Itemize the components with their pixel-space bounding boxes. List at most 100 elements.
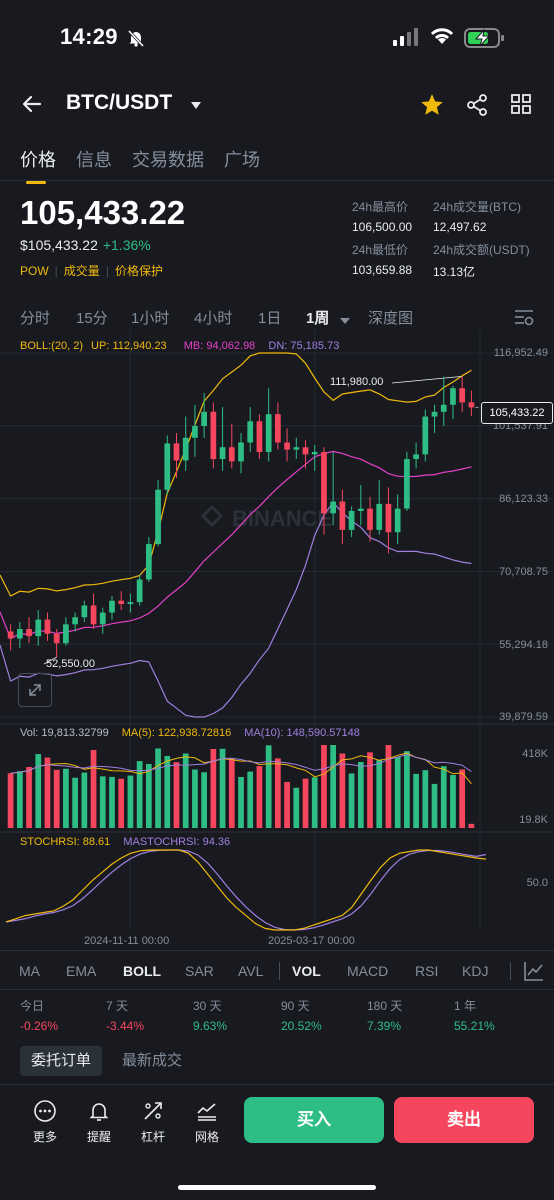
candle [431, 404, 438, 434]
ind-boll[interactable]: BOLL [123, 963, 162, 979]
volume-bar [99, 776, 106, 828]
buy-button[interactable]: 买入 [244, 1097, 384, 1143]
tf-1h[interactable]: 1小时 [131, 310, 170, 327]
candle [275, 402, 281, 450]
candle [201, 392, 207, 438]
ind-ma[interactable]: MA [19, 963, 40, 979]
stochrsi-line [5, 849, 487, 931]
candle-body [136, 579, 143, 603]
ind-kdj[interactable]: KDJ [462, 963, 489, 979]
candle [450, 385, 456, 419]
candle [63, 617, 69, 646]
volume-bar [450, 775, 456, 828]
candle [256, 414, 263, 460]
tf-1w[interactable]: 1周 [306, 310, 330, 327]
candle-body [431, 411, 438, 417]
candle-body [109, 600, 115, 613]
low-annotation: 52,550.00 [46, 658, 95, 670]
ind-avl[interactable]: AVL [238, 963, 264, 979]
candle-body [238, 442, 244, 462]
tab-price[interactable]: 价格 [20, 146, 56, 184]
candle [265, 388, 272, 462]
sell-button[interactable]: 卖出 [394, 1097, 534, 1143]
expand-chart-icon[interactable] [18, 673, 52, 707]
indicator-settings-icon[interactable] [523, 960, 545, 987]
tag-row: POW | 成交量 | 价格保护 [20, 263, 163, 279]
mastochrsi-line [5, 849, 487, 931]
tf-1d[interactable]: 1日 [258, 310, 282, 327]
ind-ema[interactable]: EMA [66, 963, 97, 979]
favorite-star-icon[interactable] [419, 92, 445, 123]
price-change: +1.36% [102, 237, 151, 253]
candle [173, 433, 180, 478]
tf-depth[interactable]: 深度图 [368, 310, 414, 327]
volume-bar [81, 772, 88, 828]
candle [118, 591, 125, 611]
tab-info[interactable]: 信息 [76, 150, 112, 170]
volume-bar [155, 748, 161, 828]
tf-15m[interactable]: 15分 [76, 310, 108, 327]
back-arrow-icon[interactable] [20, 92, 44, 121]
ind-rsi[interactable]: RSI [415, 963, 439, 979]
ind-macd[interactable]: MACD [347, 963, 389, 979]
volume-bar [63, 768, 69, 828]
candle [99, 607, 106, 634]
bottom-alert[interactable]: 提醒 [74, 1098, 124, 1145]
tf-4h[interactable]: 4小时 [194, 310, 233, 327]
last-price: 105,433.22 [20, 194, 186, 231]
tag-pow[interactable]: POW [20, 263, 49, 278]
tab-open-orders[interactable]: 委托订单 [20, 1046, 102, 1076]
perf-value: -0.26% [20, 1019, 59, 1033]
candle [468, 390, 475, 416]
candle-body [404, 459, 410, 509]
perf-label: 30 天 [193, 999, 222, 1013]
bottom-margin[interactable]: 杠杆 [128, 1098, 178, 1145]
tag-price-protection[interactable]: 价格保护 [114, 264, 163, 278]
stochrsi-value: STOCHRSI: 88.61 [20, 836, 111, 848]
chart-settings-icon[interactable] [512, 306, 536, 333]
stat-vol-usdt-label: 24h成交额(USDT) [433, 243, 530, 257]
perf-item: 180 天 7.39% [367, 997, 402, 1033]
divider [279, 962, 280, 980]
price-axis-label: 116,952.49 [493, 347, 548, 359]
volume-bar [459, 769, 466, 828]
share-icon[interactable] [465, 93, 489, 122]
candle-body [72, 617, 78, 625]
candle [53, 629, 60, 658]
candle-body [450, 388, 456, 405]
candle-body [201, 411, 207, 426]
bottom-more[interactable]: 更多 [20, 1098, 70, 1145]
caret-down-icon[interactable] [190, 98, 202, 116]
tab-square[interactable]: 广场 [224, 150, 260, 170]
tab-latest-trades[interactable]: 最新成交 [122, 1052, 183, 1069]
volume-bar [256, 766, 263, 828]
perf-label: 90 天 [281, 999, 310, 1013]
mastochrsi-value: MASTOCHRSI: 94.36 [123, 836, 231, 848]
grid-menu-icon[interactable] [510, 93, 532, 120]
candle-body [385, 503, 392, 533]
candle-body [459, 388, 466, 403]
tab-trading-data[interactable]: 交易数据 [132, 150, 204, 170]
vol-ma5-line [10, 752, 472, 785]
candle [293, 437, 300, 460]
perf-value: 20.52% [281, 1019, 322, 1033]
bottom-grid[interactable]: 网格 [182, 1098, 232, 1145]
boll-lower-line [0, 501, 472, 718]
tf-caret-down-icon[interactable] [340, 313, 350, 331]
candle-body [376, 503, 383, 530]
candle-body [311, 451, 318, 455]
bottom-margin-label: 杠杆 [140, 1130, 165, 1144]
candle-body [284, 442, 290, 450]
candle-body [394, 508, 401, 533]
candle-body [44, 619, 51, 634]
main-tabs: 价格 信息 交易数据 广场 [20, 146, 260, 184]
ind-sar[interactable]: SAR [185, 963, 214, 979]
perf-value: 55.21% [454, 1019, 495, 1033]
tf-1m[interactable]: 分时 [20, 310, 51, 327]
boll-dn: DN: 75,185.73 [268, 340, 340, 352]
tag-volume[interactable]: 成交量 [63, 264, 100, 278]
ind-vol[interactable]: VOL [292, 963, 321, 979]
pair-selector[interactable]: BTC/USDT [66, 91, 173, 114]
stoch-legend: STOCHRSI: 88.61 MASTOCHRSI: 94.36 [20, 836, 230, 848]
